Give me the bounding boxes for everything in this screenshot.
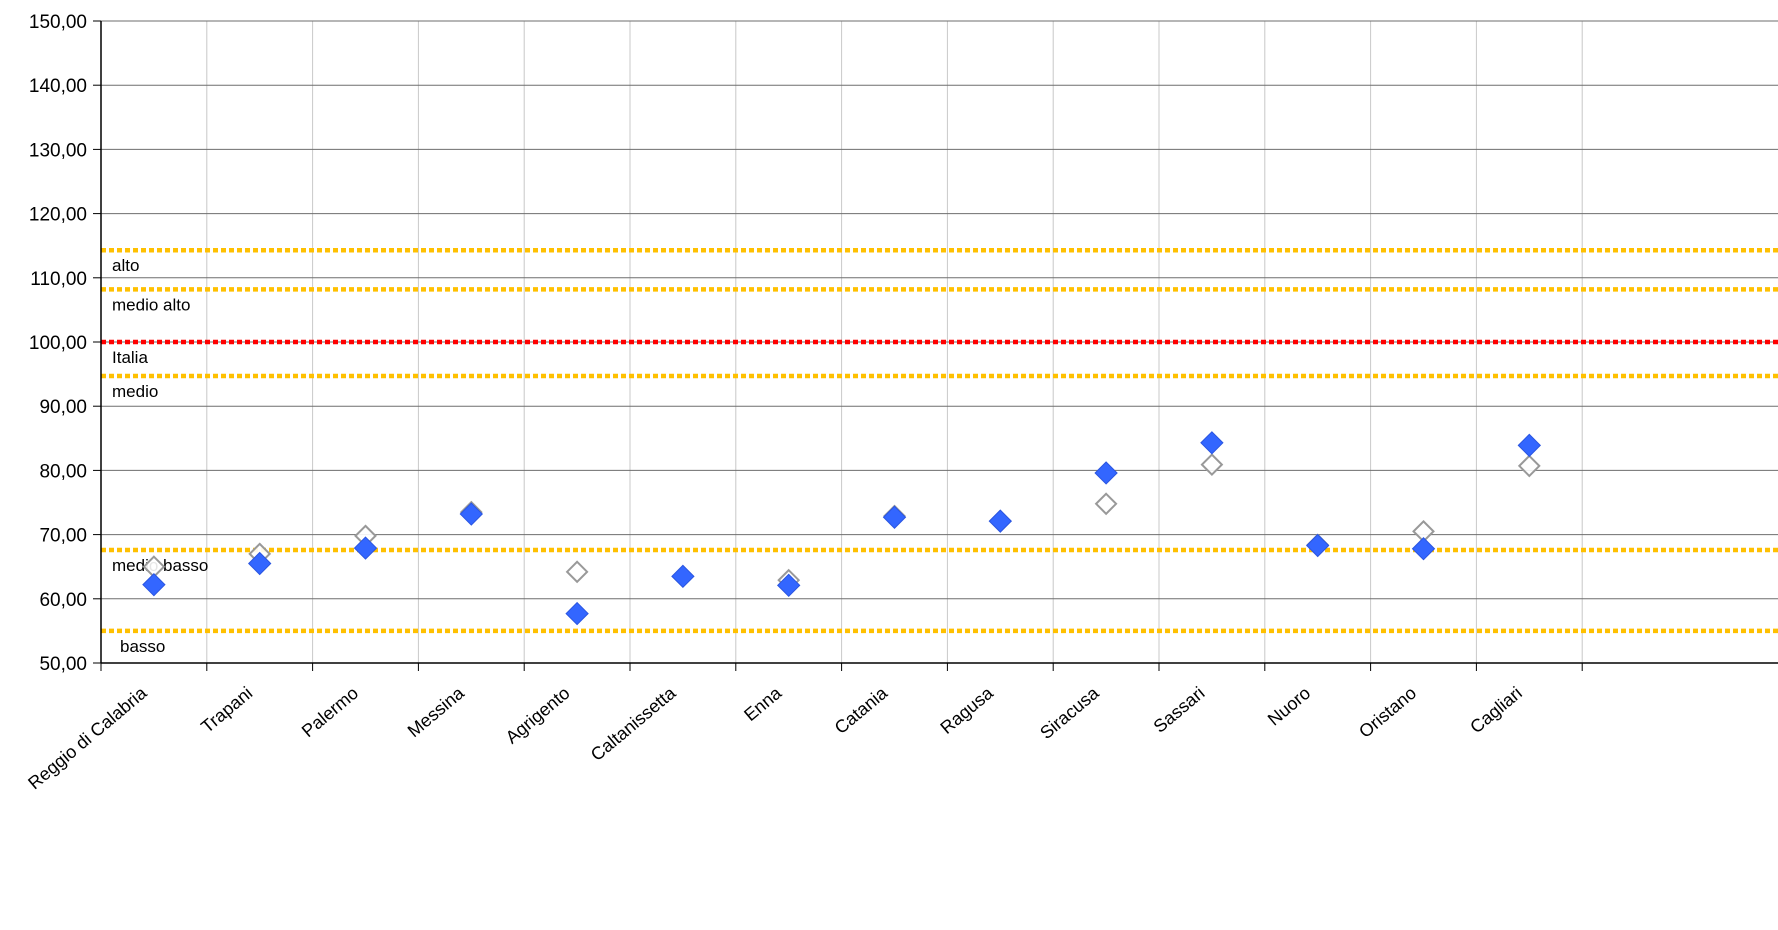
axes bbox=[100, 21, 1778, 671]
y-tick-label: 120,00 bbox=[29, 205, 87, 226]
x-category-label: Trapani bbox=[197, 683, 256, 737]
x-category-label: Agrigento bbox=[502, 683, 574, 748]
x-category-label: Catania bbox=[831, 682, 892, 738]
y-tick-label: 50,00 bbox=[39, 654, 87, 675]
x-category-label: Sassari bbox=[1150, 683, 1209, 737]
filled-diamond-point bbox=[1305, 533, 1330, 558]
filled-diamond-point bbox=[353, 536, 378, 560]
y-tick-label: 60,00 bbox=[39, 590, 87, 611]
reference-line-label: medio bbox=[112, 382, 158, 401]
y-axis-tick-labels: 50,00 60,00 70,00 80,00 90,00 100,00 110,00 120… bbox=[29, 12, 101, 675]
filled-diamond-point bbox=[1200, 431, 1224, 455]
y-tick-label: 100,00 bbox=[29, 333, 87, 354]
hollow-diamond-point bbox=[1200, 453, 1224, 477]
filled-diamond-point bbox=[671, 564, 695, 589]
filled-diamond-point bbox=[565, 601, 589, 626]
x-category-label: Messina bbox=[404, 682, 469, 741]
x-category-label: Cagliari bbox=[1466, 683, 1526, 738]
y-tick-label: 90,00 bbox=[39, 397, 87, 418]
y-tick-label: 150,00 bbox=[29, 12, 87, 33]
reference-line-label: alto bbox=[112, 256, 139, 275]
x-category-label: Ragusa bbox=[936, 682, 997, 738]
x-category-label: Palermo bbox=[298, 683, 362, 741]
filled-diamond-point bbox=[776, 573, 801, 598]
filled-diamond-point bbox=[1517, 433, 1542, 458]
filled-diamond-point bbox=[1094, 461, 1118, 485]
x-category-label: Siracusa bbox=[1036, 682, 1103, 743]
x-category-label: Caltanissetta bbox=[587, 682, 680, 765]
x-category-label: Reggio di Calabria bbox=[24, 682, 151, 793]
reference-line-label: basso bbox=[120, 637, 165, 656]
filled-diamond-point bbox=[247, 551, 272, 576]
y-tick-label: 140,00 bbox=[29, 76, 87, 97]
y-tick-label: 80,00 bbox=[39, 461, 87, 482]
hollow-diamond-point bbox=[1517, 454, 1541, 478]
filled-diamond-point bbox=[459, 502, 484, 526]
x-category-label: Oristano bbox=[1355, 683, 1420, 742]
filled-diamond-point bbox=[988, 509, 1013, 533]
data-points bbox=[142, 431, 1542, 626]
filled-diamond-point bbox=[882, 505, 907, 529]
x-category-label: Enna bbox=[740, 682, 786, 725]
horizontal-gridlines bbox=[101, 20, 1778, 600]
hollow-diamond-point bbox=[1094, 492, 1118, 516]
reference-line-label: Italia bbox=[112, 348, 148, 367]
hollow-diamond-point bbox=[565, 560, 589, 584]
x-axis-category-labels: Reggio di Calabria Trapani Palermo Messina A… bbox=[24, 682, 1526, 793]
y-tick-label: 130,00 bbox=[29, 140, 87, 161]
y-tick-label: 110,00 bbox=[30, 269, 87, 290]
x-category-label: Nuoro bbox=[1264, 683, 1314, 730]
reference-line-label: medio alto bbox=[112, 295, 190, 314]
y-tick-label: 70,00 bbox=[39, 526, 87, 547]
filled-diamond-point bbox=[142, 572, 166, 597]
filled-diamond-point bbox=[1411, 537, 1436, 561]
